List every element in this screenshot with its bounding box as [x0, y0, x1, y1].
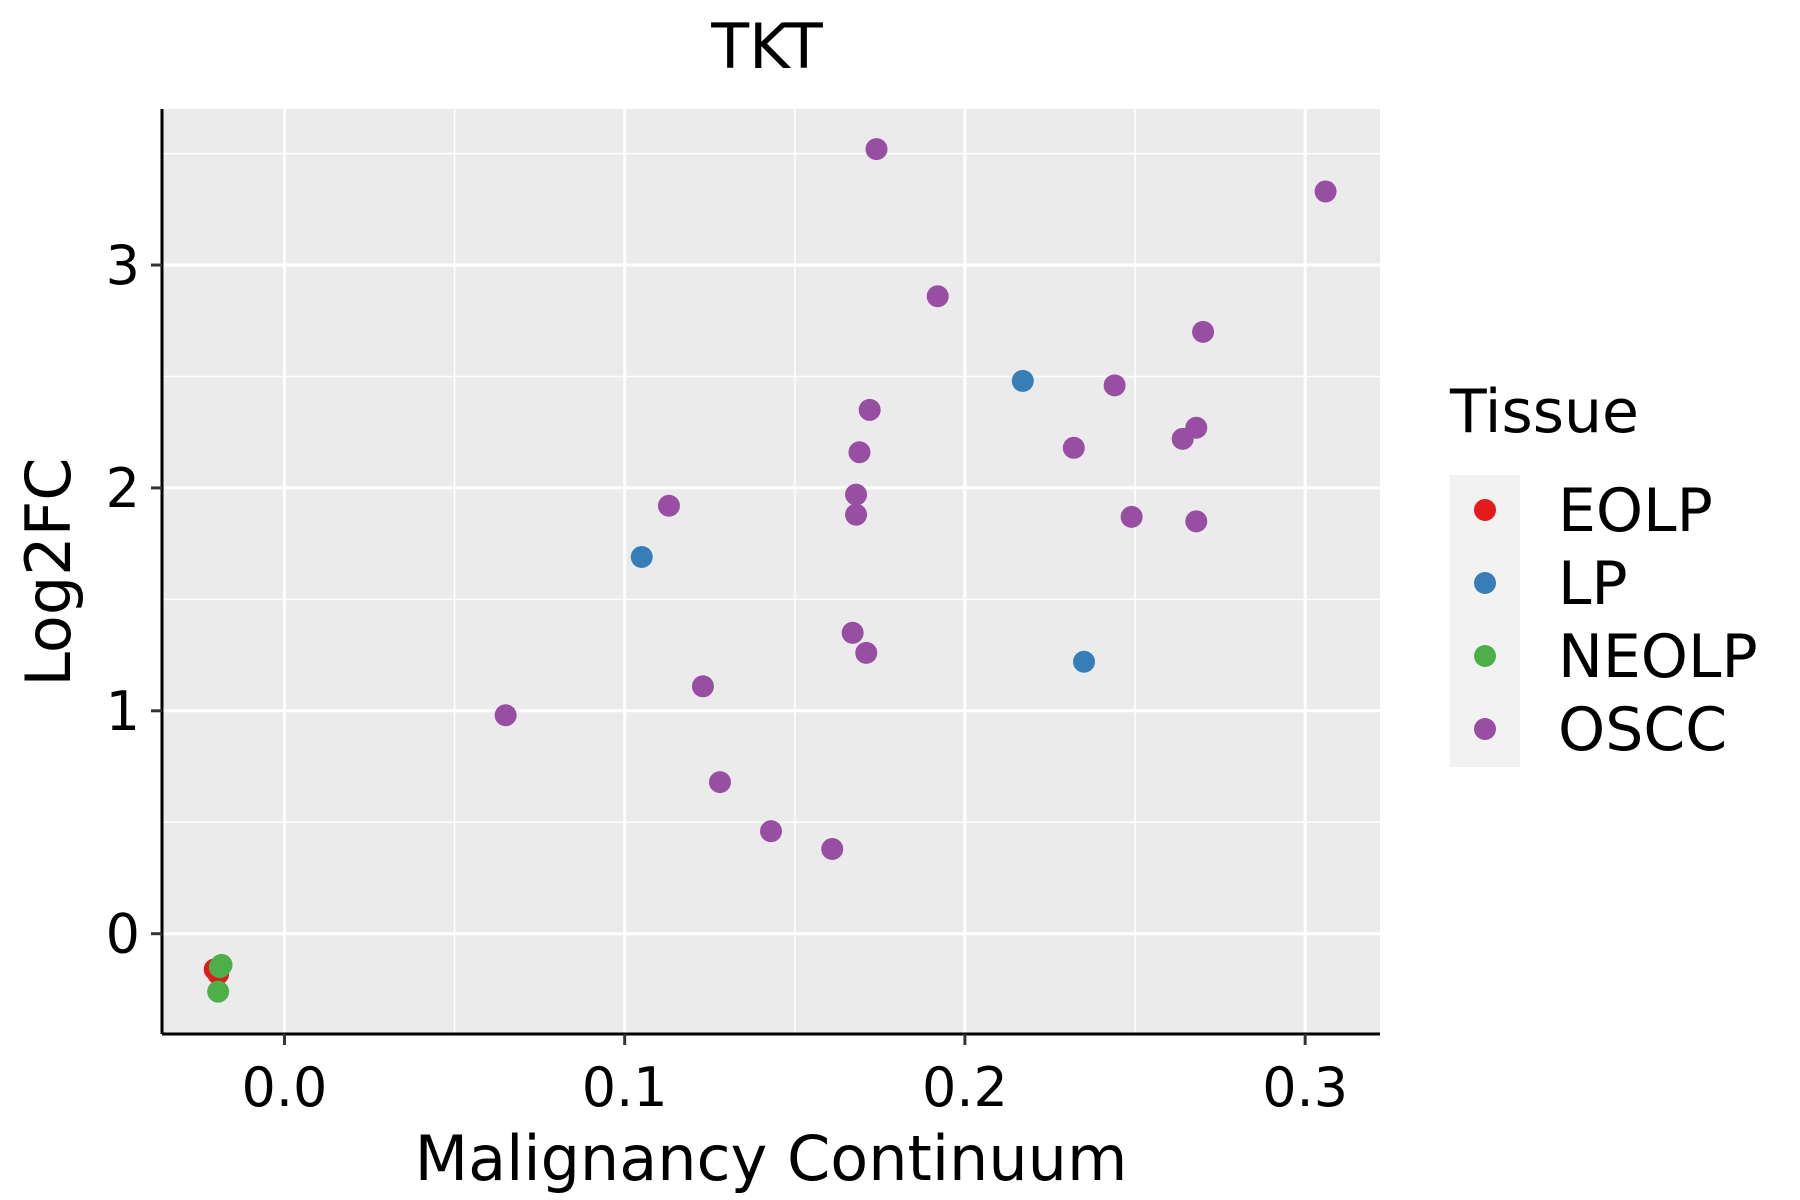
point-lp	[1011, 369, 1034, 392]
point-lp	[630, 546, 653, 569]
point-oscc	[708, 771, 731, 794]
y-tick-label: 1	[106, 680, 140, 743]
point-oscc	[1120, 505, 1143, 528]
point-oscc	[845, 483, 868, 506]
point-oscc	[858, 398, 881, 421]
legend-swatch-oscc	[1474, 718, 1496, 740]
major-gridlines	[162, 109, 1380, 1034]
point-oscc	[1314, 180, 1337, 203]
point-oscc	[1062, 436, 1085, 459]
legend-label-oscc: OSCC	[1558, 695, 1727, 765]
point-oscc	[848, 441, 871, 464]
y-tick-label: 0	[106, 903, 140, 966]
point-oscc	[494, 704, 517, 727]
x-tick-label: 0.1	[582, 1056, 668, 1119]
plot-panel	[162, 109, 1380, 1034]
y-tick-label: 3	[106, 234, 140, 297]
legend-swatch-neolp	[1474, 645, 1496, 667]
point-oscc	[926, 285, 949, 308]
point-lp	[1073, 650, 1096, 673]
point-oscc	[845, 503, 868, 526]
legend-swatch-eolp	[1474, 499, 1496, 521]
point-oscc	[691, 675, 714, 698]
point-oscc	[1192, 320, 1215, 343]
point-neolp	[210, 953, 233, 976]
point-oscc	[1103, 374, 1126, 397]
point-oscc	[1185, 416, 1208, 439]
y-tick-label: 2	[106, 457, 140, 520]
minor-gridlines	[162, 109, 1380, 1034]
point-oscc	[821, 838, 844, 860]
y-axis-ticks: 0 1 2 3	[106, 234, 162, 966]
x-tick-label: 0.0	[242, 1056, 328, 1119]
y-axis-title: Log2FC	[12, 457, 85, 686]
chart-title: TKT	[710, 10, 824, 83]
point-oscc	[1185, 510, 1208, 533]
point-oscc	[865, 138, 888, 161]
point-oscc	[657, 494, 680, 517]
data-points	[203, 138, 1337, 1003]
legend-label-lp: LP	[1558, 549, 1628, 619]
legend-title: Tissue	[1449, 377, 1639, 447]
legend-label-neolp: NEOLP	[1558, 622, 1758, 692]
point-oscc	[760, 820, 782, 843]
x-axis-ticks: 0.0 0.1 0.2 0.3	[242, 1034, 1348, 1119]
point-oscc	[841, 621, 864, 644]
x-tick-label: 0.2	[922, 1056, 1008, 1119]
x-axis-title: Malignancy Continuum	[415, 1122, 1128, 1195]
point-oscc	[855, 641, 878, 664]
x-tick-label: 0.3	[1262, 1056, 1348, 1119]
point-neolp	[207, 980, 230, 1003]
legend-swatch-lp	[1474, 572, 1496, 594]
legend-label-eolp: EOLP	[1558, 476, 1713, 546]
